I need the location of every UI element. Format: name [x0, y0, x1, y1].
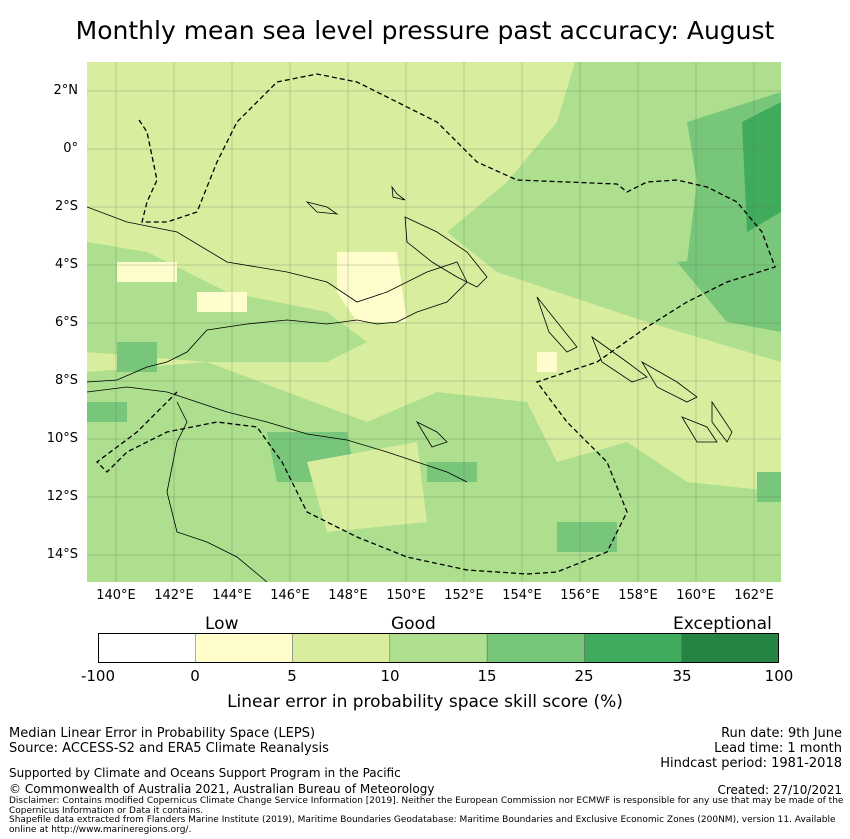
category-good: Good — [391, 614, 436, 634]
lat-label: 10°S — [46, 431, 78, 446]
colorbar-cell — [195, 633, 293, 663]
chart-title: Monthly mean sea level pressure past acc… — [75, 16, 775, 45]
colorbar-tick: 0 — [190, 667, 200, 685]
colorbar-tick: 15 — [477, 667, 497, 685]
lon-label: 158°E — [618, 588, 658, 603]
eez-boundary — [96, 73, 776, 575]
lon-label: 144°E — [212, 588, 252, 603]
footer-created: Created: 27/10/2021 — [717, 783, 842, 797]
lat-label: 0° — [63, 141, 78, 156]
lon-label: 154°E — [502, 588, 542, 603]
colorbar-tick: 10 — [380, 667, 400, 685]
colorbar-tick: 100 — [764, 667, 794, 685]
colorbar-tick: 5 — [287, 667, 297, 685]
lat-label: 4°S — [54, 257, 78, 272]
coastlines — [87, 185, 733, 582]
footer-lead-time: Lead time: 1 month — [714, 741, 842, 756]
lon-label: 148°E — [328, 588, 368, 603]
lat-label: 8°S — [54, 373, 78, 388]
colorbar-cell — [292, 633, 391, 663]
colorbar-tick: -100 — [80, 667, 116, 685]
lon-label: 156°E — [560, 588, 600, 603]
footer-method: Median Linear Error in Probability Space… — [9, 726, 316, 741]
lat-label: 14°S — [46, 547, 78, 562]
lon-label: 140°E — [96, 588, 136, 603]
lon-label: 162°E — [734, 588, 774, 603]
colorbar-cell — [98, 633, 196, 663]
colorbar-cell — [486, 633, 585, 663]
category-low: Low — [205, 614, 239, 634]
lon-label: 152°E — [444, 588, 484, 603]
colorbar-tick: 25 — [574, 667, 594, 685]
colorbar-cell — [389, 633, 488, 663]
colorbar-cell — [584, 633, 682, 663]
skill-map — [87, 62, 781, 582]
lon-label: 146°E — [270, 588, 310, 603]
lon-label: 150°E — [386, 588, 426, 603]
footer-run-date: Run date: 9th June — [721, 726, 842, 741]
colorbar-label: Linear error in probability space skill … — [227, 692, 623, 712]
footer-hindcast: Hindcast period: 1981-2018 — [660, 756, 842, 771]
lat-label: 12°S — [46, 489, 78, 504]
lon-label: 160°E — [676, 588, 716, 603]
footer-disclaimer: Disclaimer: Contains modified Copernicus… — [9, 796, 844, 816]
lon-label: 142°E — [154, 588, 194, 603]
footer-shapefile: Shapefile data extracted from Flanders M… — [9, 815, 836, 835]
map-gridlines — [87, 62, 781, 582]
footer-source: Source: ACCESS-S2 and ERA5 Climate Reana… — [9, 741, 329, 756]
category-exceptional: Exceptional — [673, 614, 772, 634]
lat-label: 6°S — [54, 315, 78, 330]
colorbar-cell — [681, 633, 779, 663]
footer-copyright: © Commonwealth of Australia 2021, Austra… — [9, 782, 435, 796]
colorbar-tick: 35 — [672, 667, 692, 685]
lat-label: 2°N — [53, 83, 79, 98]
colorbar — [98, 633, 779, 663]
lat-label: 2°S — [54, 199, 78, 214]
footer-support: Supported by Climate and Oceans Support … — [9, 766, 401, 780]
